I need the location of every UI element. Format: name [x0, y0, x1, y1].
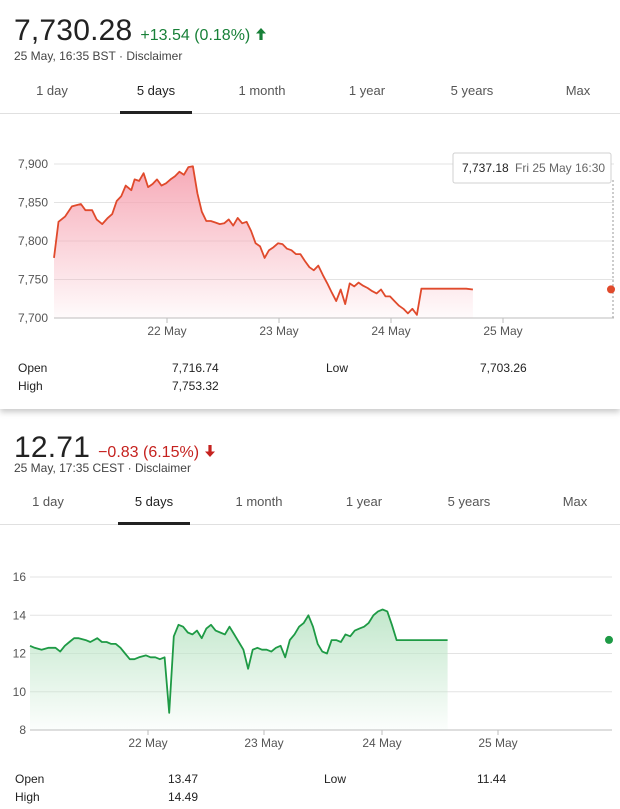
series-area	[30, 609, 448, 730]
x-tick-label: 23 May	[244, 736, 283, 750]
price-chart[interactable]: 7,700 7,750 7,800 7,850 7,900 22 May 23 May 24 …	[0, 0, 620, 409]
separator: ·	[127, 461, 132, 475]
stat-high-value: 7,753.32	[172, 379, 219, 393]
quote-card-1: 7,730.28 +13.54 (0.18%) 25 May, 16:35 BS…	[0, 0, 620, 409]
y-tick-label: 14	[13, 608, 27, 622]
price-change-text: +13.54 (0.18%)	[140, 27, 251, 44]
x-tick-label: 25 May	[483, 324, 522, 338]
tooltip-box	[452, 152, 612, 184]
range-tabs: 1 day 5 days 1 month 1 year 5 years Max	[0, 487, 620, 525]
price-change-text: −0.83 (6.15%)	[98, 444, 200, 461]
stat-open-label: Open	[18, 361, 48, 375]
timestamp: 25 May, 17:35 CEST	[14, 461, 125, 475]
y-tick-label: 7,800	[18, 234, 48, 248]
tab-max[interactable]: Max	[565, 83, 591, 98]
stat-open-value: 13.47	[168, 772, 199, 786]
x-tick-label: 22 May	[147, 324, 186, 338]
stat-high-label: High	[18, 379, 43, 393]
tab-1-year[interactable]: 1 year	[345, 494, 383, 509]
arrow-up-icon	[256, 28, 267, 40]
price-header: 7,730.28 +13.54 (0.18%)	[14, 14, 268, 48]
tab-5-days[interactable]: 5 days	[118, 487, 190, 525]
y-tick-label: 16	[13, 570, 27, 584]
series-line	[29, 608, 448, 714]
x-tick-label: 24 May	[362, 736, 401, 750]
tab-5-years[interactable]: 5 years	[450, 83, 494, 98]
tooltip-time: Fri 25 May 16:30	[515, 161, 605, 175]
stat-high-value: 14.49	[168, 790, 199, 804]
price-change: +13.54 (0.18%)	[140, 27, 268, 45]
x-tick-label: 23 May	[259, 324, 298, 338]
series-area	[54, 166, 473, 318]
range-tabs: 1 day 5 days 1 month 1 year 5 years Max	[0, 76, 620, 114]
tab-1-year[interactable]: 1 year	[348, 83, 386, 98]
y-tick-label: 10	[13, 685, 27, 699]
quote-card-2: 12.71 −0.83 (6.15%) 25 May, 17:35 CEST ·…	[0, 409, 620, 809]
y-tick-label: 7,700	[18, 311, 48, 325]
stat-open-label: Open	[15, 772, 45, 786]
stat-low-label: Low	[326, 361, 349, 375]
y-tick-label: 7,750	[18, 273, 48, 287]
series-line	[53, 165, 474, 316]
disclaimer-link[interactable]: Disclaimer	[126, 49, 183, 63]
x-tick-label: 22 May	[128, 736, 167, 750]
stat-low-value: 11.44	[477, 772, 507, 786]
timestamp-line: 25 May, 16:35 BST · Disclaimer	[14, 49, 182, 63]
separator: ·	[118, 49, 123, 63]
tooltip-value: 7,737.18	[462, 161, 509, 175]
x-tick-label: 24 May	[371, 324, 410, 338]
disclaimer-link[interactable]: Disclaimer	[134, 461, 191, 475]
arrow-down-icon	[205, 445, 216, 457]
price-chart[interactable]: 8 10 12 14 16 22 May 23 May 24 May 25 May	[0, 409, 620, 809]
tab-max[interactable]: Max	[562, 494, 588, 509]
stat-low-label: Low	[324, 772, 347, 786]
tab-1-month[interactable]: 1 month	[238, 83, 286, 98]
price-change: −0.83 (6.15%)	[98, 444, 217, 462]
price-header: 12.71 −0.83 (6.15%)	[14, 431, 217, 465]
stat-high-label: High	[15, 790, 40, 804]
tab-5-days[interactable]: 5 days	[120, 76, 192, 114]
y-tick-label: 7,900	[18, 157, 48, 171]
x-tick-label: 25 May	[478, 736, 517, 750]
stat-low-value: 7,703.26	[480, 361, 527, 375]
y-tick-label: 7,850	[18, 196, 48, 210]
y-tick-label: 8	[19, 723, 26, 737]
tab-1-day[interactable]: 1 day	[32, 494, 64, 509]
y-tick-label: 12	[13, 647, 27, 661]
price-value: 12.71	[14, 431, 91, 464]
last-value-dot	[607, 285, 615, 294]
tab-1-day[interactable]: 1 day	[36, 83, 68, 98]
tab-5-years[interactable]: 5 years	[447, 494, 491, 509]
timestamp-line: 25 May, 17:35 CEST · Disclaimer	[14, 461, 191, 475]
tab-1-month[interactable]: 1 month	[235, 494, 283, 509]
stat-open-value: 7,716.74	[172, 361, 219, 375]
last-value-dot	[605, 635, 613, 644]
price-value: 7,730.28	[14, 14, 133, 47]
timestamp: 25 May, 16:35 BST	[14, 49, 116, 63]
